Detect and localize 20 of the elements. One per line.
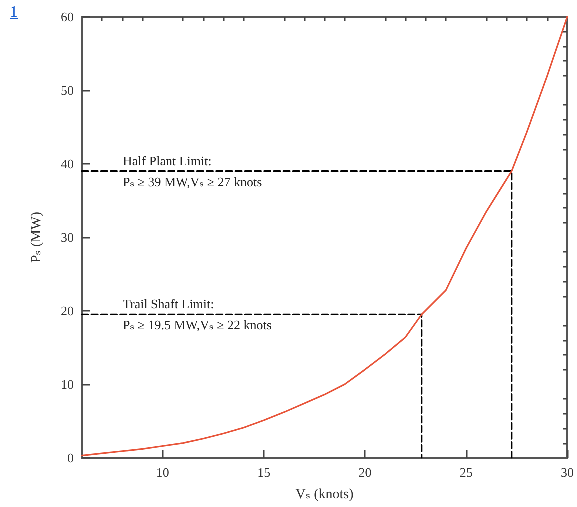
annotation: Pₛ ≥ 39 MW,Vₛ ≥ 27 knots: [123, 174, 262, 190]
text: 1: [10, 4, 18, 22]
x-tick-label: 10: [156, 465, 170, 480]
annotation: Trail Shaft Limit:: [123, 296, 214, 312]
y-axis-title: Pₛ (MW): [30, 212, 44, 263]
y-tick-label: 30: [61, 230, 74, 245]
y-tick-label: 40: [61, 156, 74, 172]
x-tick-label: 15: [258, 465, 271, 480]
annotation: Half Plant Limit:: [123, 153, 212, 168]
x-tick-label: 30: [561, 465, 574, 480]
y-tick-label: 10: [61, 377, 74, 392]
y-tick-label: 50: [61, 83, 74, 98]
x-axis-title: Vₛ (knots): [296, 488, 354, 502]
y-tick-label: 60: [61, 10, 74, 24]
y-tick-label: 20: [61, 304, 74, 318]
x-tick-label: 25: [460, 465, 473, 480]
line-series: [81, 16, 568, 457]
x-tick-label: 20: [358, 465, 372, 480]
y-tick-label: 0: [68, 450, 74, 466]
annotation: Pₛ ≥ 19.5 MW,Vₛ ≥ 22 knots: [123, 318, 272, 333]
